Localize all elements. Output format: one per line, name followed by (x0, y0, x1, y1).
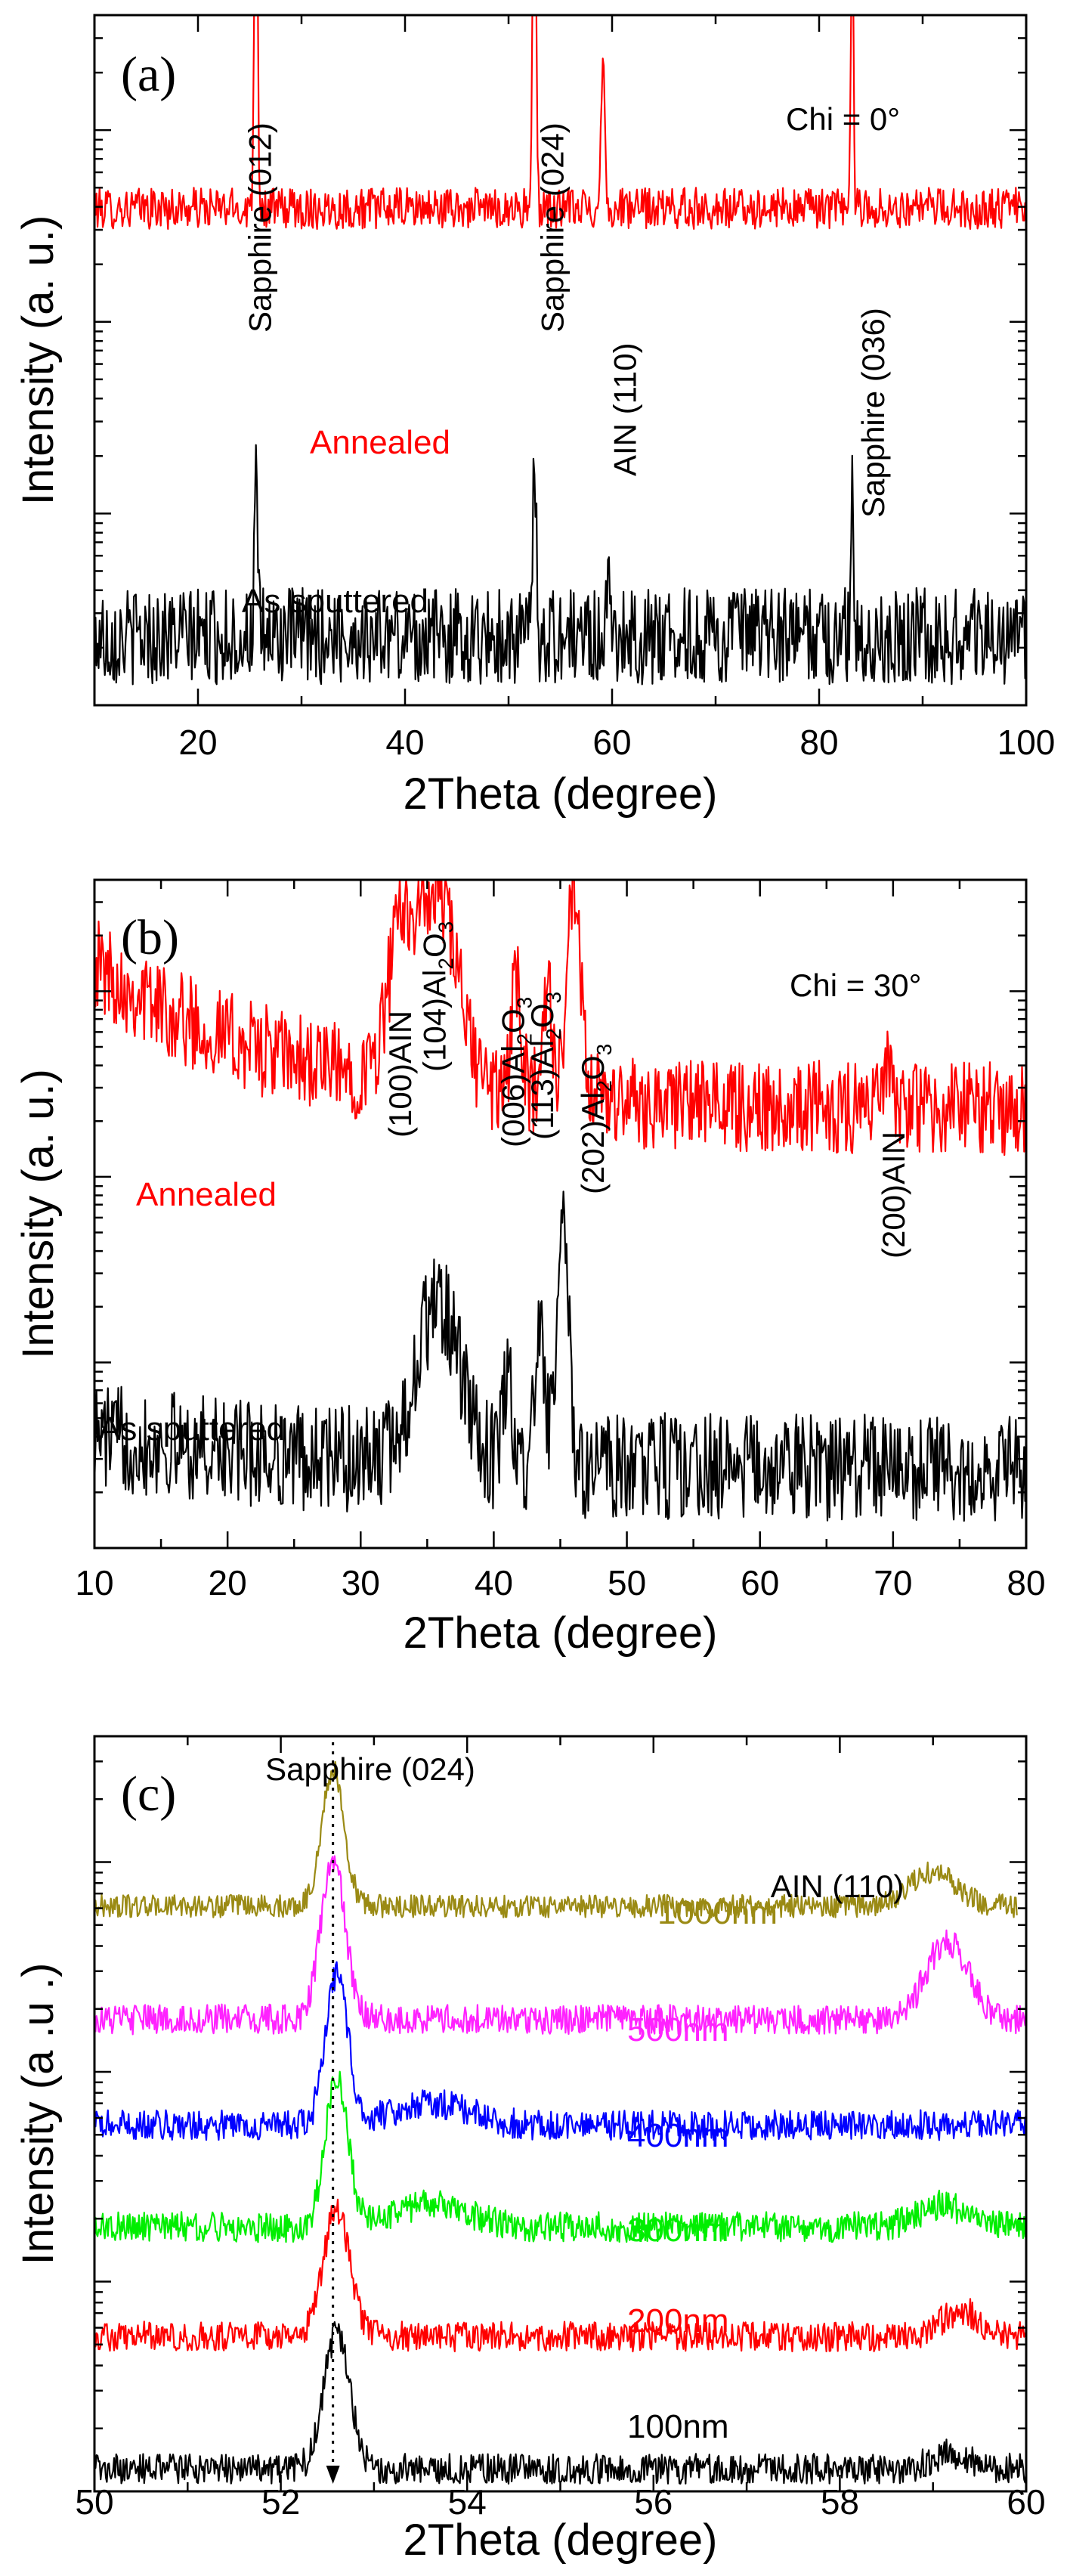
x-tick-label: 40 (475, 1563, 513, 1602)
x-tick-label: 20 (178, 723, 217, 762)
condition-label: Chi = 30° (790, 968, 921, 1003)
condition-label: Chi = 0° (786, 101, 900, 137)
peak-annotation: (200)AIN (876, 1132, 911, 1259)
y-axis-title: Intensity (a. u.) (14, 1069, 63, 1359)
peak-annotation: Sapphire (036) (855, 308, 891, 518)
panel-a: 20 40 60 80 100 2Theta (degree) Intensity (a. … (14, 14, 1056, 819)
x-tick-label: 60 (741, 1563, 779, 1602)
plot-frame (93, 14, 1028, 707)
panel-label: (a) (121, 47, 176, 102)
peak-annotation: Sapphire (012) (243, 122, 278, 333)
series-annealed-line (94, 15, 1026, 231)
x-axis-title: 2Theta (degree) (404, 769, 718, 819)
series-as-sputtered-line (94, 1190, 1026, 1522)
x-tick-label: 80 (1007, 1563, 1045, 1602)
x-tick-label: 50 (608, 1563, 646, 1602)
y-axis-title: Intensity (a .u .) (14, 1963, 63, 2265)
plot-frame (93, 1735, 1028, 2493)
x-tick-label: 70 (874, 1563, 912, 1602)
series-label: 300nm (627, 2212, 729, 2249)
peak-annotation: Sapphire (024) (265, 1751, 475, 1787)
x-axis-title: 2Theta (degree) (404, 1608, 718, 1658)
series-400nm-line (94, 1961, 1026, 2141)
x-tick-label: 56 (634, 2482, 673, 2522)
series-label: 100nm (627, 2408, 729, 2445)
series-label: Annealed (310, 424, 450, 461)
series-500nm-line (94, 1855, 1026, 2036)
series-200nm-line (94, 2198, 1026, 2353)
reference-arrow-icon (326, 2466, 340, 2484)
peak-annotation: Sapphire (024) (534, 122, 570, 333)
peak-annotation: AIN (110) (771, 1869, 905, 1904)
peak-annotation: (006)Al2O3 (495, 997, 536, 1147)
series-as-sputtered-line (94, 444, 1026, 686)
x-tick-label: 100 (997, 723, 1056, 762)
peak-annotation: AIN (110) (608, 342, 643, 476)
x-tick-label: 20 (209, 1563, 247, 1602)
x-tick-label: 40 (385, 723, 424, 762)
series-100nm-line (94, 2321, 1026, 2485)
series-label: 500nm (627, 2011, 729, 2048)
traces (94, 1760, 1026, 2485)
x-tick-label: 50 (75, 2482, 113, 2522)
peak-annotation: (104)Al2O3 (416, 921, 457, 1072)
x-tick-label: 80 (799, 723, 838, 762)
series-label: 400nm (627, 2117, 729, 2154)
y-axis-title: Intensity (a. u.) (14, 215, 63, 506)
series-1000nm-line (94, 1760, 1018, 1918)
panel-label: (b) (121, 910, 179, 965)
x-tick-label: 58 (821, 2482, 859, 2522)
x-tick-label: 52 (261, 2482, 300, 2522)
series-300nm-line (94, 2070, 1026, 2243)
series-label: 200nm (627, 2302, 729, 2339)
x-axis-title: 2Theta (degree) (404, 2516, 718, 2565)
series-label: As sputtered (242, 583, 428, 620)
traces (94, 15, 1026, 686)
peak-annotation: (202)Al2O3 (575, 1044, 616, 1194)
traces (94, 880, 1026, 1522)
x-tick-label: 10 (75, 1563, 113, 1602)
x-tick-label: 60 (592, 723, 631, 762)
series-label: Annealed (136, 1176, 277, 1213)
panel-c: 50 52 54 56 58 60 2Theta (degree) Intensity (a … (14, 1735, 1046, 2565)
x-tick-label: 30 (342, 1563, 380, 1602)
series-label: As sputtered (98, 1410, 285, 1447)
series-annealed-line (94, 880, 1026, 1156)
x-tick-label: 54 (448, 2482, 487, 2522)
panel-label: (c) (121, 1766, 176, 1822)
x-tick-label: 60 (1007, 2482, 1045, 2522)
peak-annotation: (100)AIN (382, 1011, 418, 1138)
peak-annotation: (113)Al2O3 (524, 992, 565, 1140)
panel-b: 10 20 30 40 50 60 70 80 2Theta (degree) Intensity… (14, 878, 1046, 1658)
series-label: 1000nm (657, 1894, 778, 1931)
